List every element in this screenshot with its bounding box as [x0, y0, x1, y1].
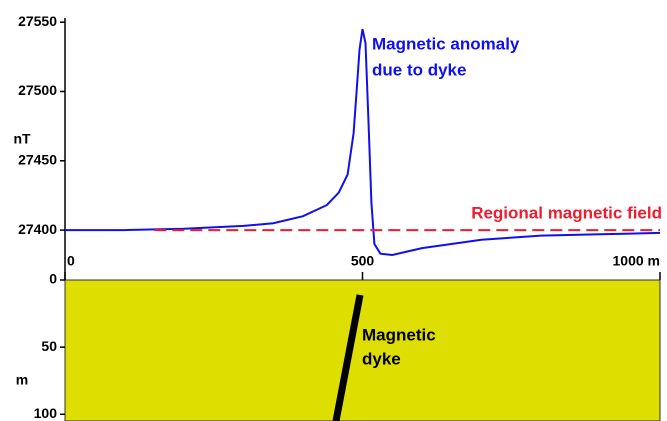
series-label: Magnetic anomaly [372, 34, 520, 53]
x-tick-label: 500 [351, 253, 375, 269]
x-tick-label: 0 [67, 253, 75, 269]
x-tick-label: 1000 m [613, 253, 660, 269]
y-tick-label: 27400 [18, 221, 57, 237]
y-tick-label: 50 [41, 338, 57, 354]
ground [64, 279, 661, 421]
y-tick-label: 27550 [18, 13, 57, 29]
dyke-label: dyke [362, 349, 401, 368]
y-axis-label: nT [13, 131, 31, 147]
series-line [65, 28, 661, 257]
y-tick-label: 100 [34, 405, 58, 421]
y-axis-label: m [16, 371, 28, 387]
y-tick-label: 27450 [18, 151, 57, 167]
series-label: Regional magnetic field [471, 203, 662, 222]
series-label: due to dyke [372, 60, 466, 79]
y-tick-label: 27500 [18, 82, 57, 98]
y-tick-label: 0 [49, 271, 57, 287]
dyke-label: Magnetic [362, 325, 436, 344]
dyke [332, 294, 364, 421]
